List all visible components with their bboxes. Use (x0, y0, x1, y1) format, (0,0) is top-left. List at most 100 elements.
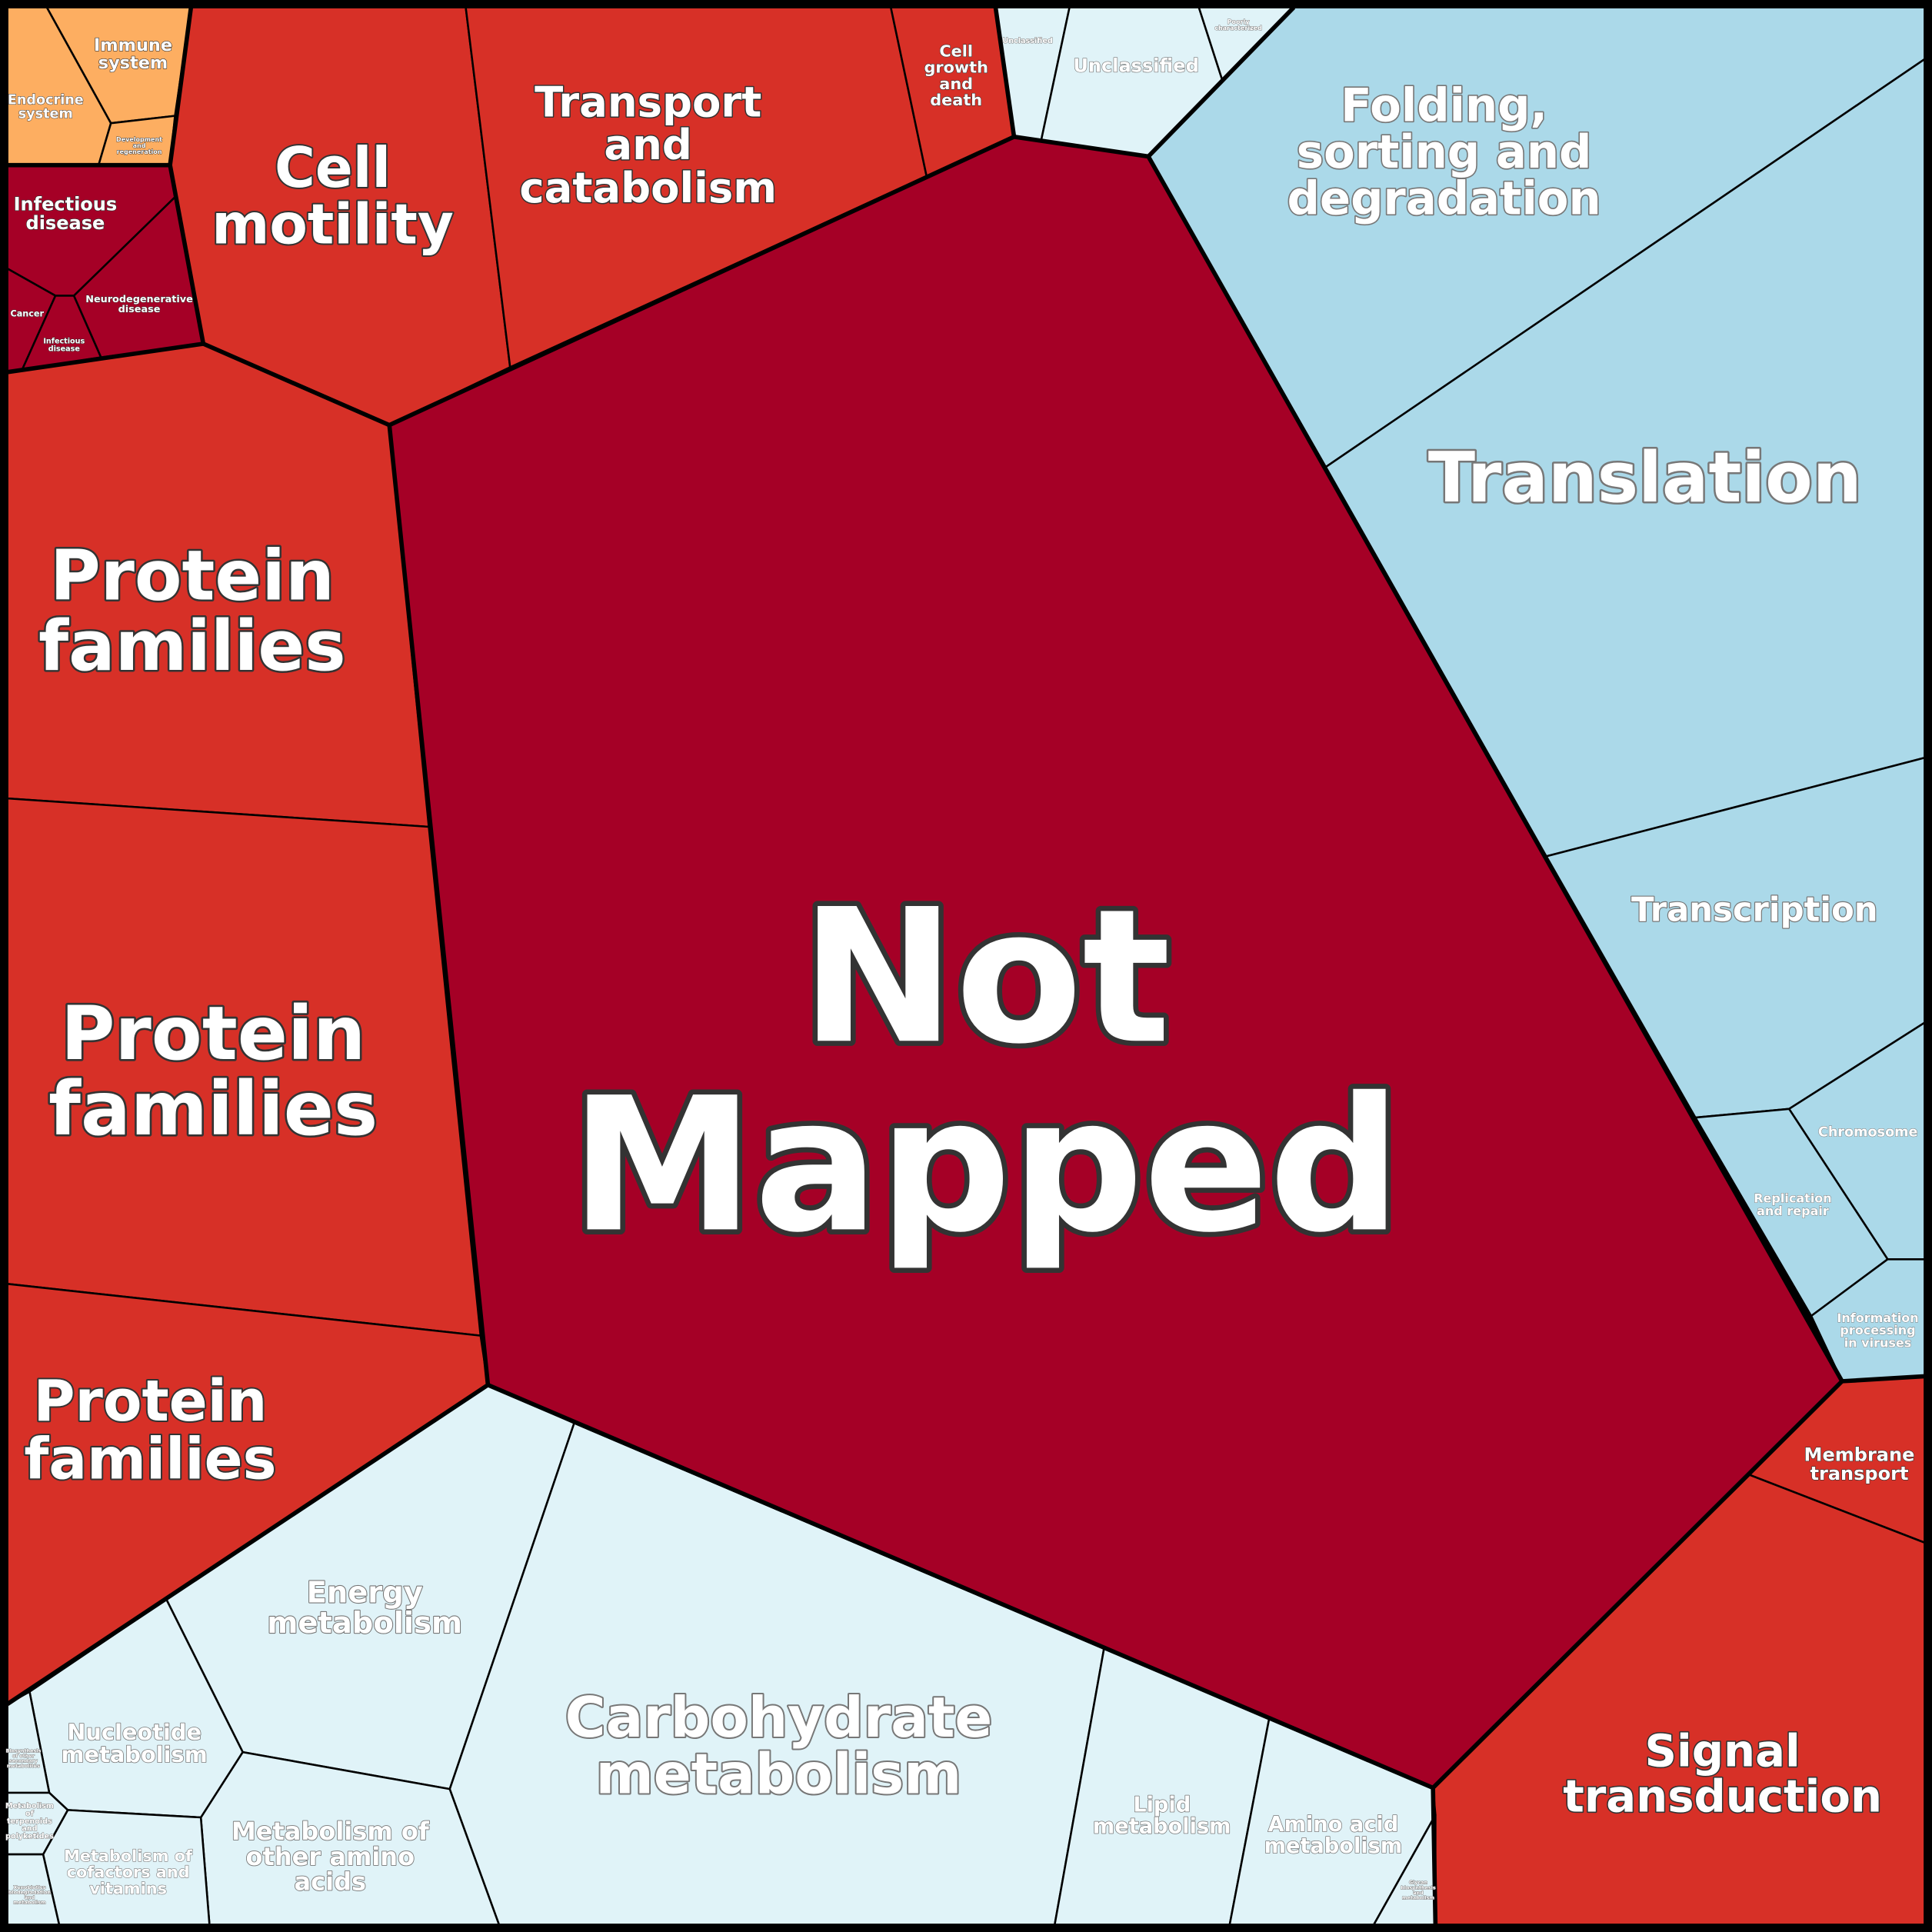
label-line: acids (295, 1867, 367, 1897)
label-line: and (133, 142, 146, 149)
label-line: Nucleotide (67, 1719, 202, 1745)
label-line: Signal (1645, 1724, 1800, 1777)
cell-label: Protein families (48, 991, 378, 1153)
label-line: Mapped (570, 1058, 1401, 1273)
label-line: and (939, 75, 973, 93)
label-line: other amino (246, 1842, 415, 1871)
cell-label: Protein families (24, 1369, 276, 1492)
label-line: Glycan (1409, 1880, 1428, 1886)
label-line: families (24, 1427, 276, 1492)
cell-label: Metabolism of cofactors and vitamins (64, 1847, 193, 1897)
label-line: cofactors and (67, 1863, 190, 1881)
label-line: Membrane (1804, 1444, 1915, 1466)
label-line: Development (116, 135, 162, 142)
cell-label: Biosynthesis of other secondary metabolites (6, 1747, 42, 1769)
cell-label: Neurodegenerative disease (85, 294, 193, 315)
label-line: Metabolism of (232, 1817, 430, 1846)
cell-label: Unclassified (1002, 37, 1052, 45)
label-line: system (18, 106, 73, 122)
label-line: processing (1840, 1323, 1915, 1337)
cell-label: Development and regeneration (116, 135, 162, 155)
cell-label: Metabolism of terpenoids and polyketides (5, 1802, 54, 1840)
cell-label: Poorly characterized (1214, 18, 1262, 31)
label-line: sorting and (1297, 125, 1592, 178)
label-line: Carbohydrate (565, 1686, 993, 1750)
label-line: disease (118, 304, 161, 315)
label-line: secondary (9, 1757, 38, 1764)
label-line: and (1413, 1890, 1424, 1896)
label-line: Replication (1754, 1191, 1832, 1205)
label-line: Unclassified (1073, 55, 1198, 77)
label-line: metabolism (13, 1900, 46, 1906)
group-border (1431, 1787, 1438, 1925)
label-line: Endocrine (8, 92, 84, 108)
label-line: Infectious (43, 338, 85, 346)
label-line: and (25, 1894, 35, 1900)
cell-label: Unclassified (1073, 55, 1198, 77)
label-line: polyketides (5, 1832, 54, 1840)
label-line: biodegradation (8, 1890, 52, 1896)
label-line: Amino acid (1268, 1813, 1399, 1837)
label-line: and (22, 1825, 37, 1834)
cell-label: Membrane transport (1804, 1444, 1915, 1485)
cell-label: Protein families (38, 537, 346, 688)
cell-label: Nucleotide metabolism (62, 1719, 208, 1767)
label-line: motility (212, 192, 454, 257)
label-line: transduction (1563, 1770, 1882, 1822)
label-line: Translation (1428, 438, 1862, 518)
label-line: Metabolism (5, 1802, 54, 1810)
group-border (1841, 1374, 1925, 1384)
label-line: Chromosome (1818, 1124, 1918, 1140)
label-line: families (38, 607, 346, 687)
label-line: catabolism (519, 163, 777, 212)
label-line: Transcription (1631, 891, 1878, 929)
label-line: Protein (34, 1369, 268, 1434)
label-line: Xenobiotics (13, 1884, 45, 1890)
cell-label: Glycan biosynthesis and metabolism (1401, 1880, 1436, 1901)
label-line: Cell (275, 136, 391, 201)
cell-label: Carbohydrate metabolism (565, 1686, 993, 1807)
cell-label: Infectious disease (14, 193, 118, 234)
label-line: families (48, 1067, 378, 1153)
label-line: system (98, 52, 168, 72)
label-line: Metabolism of (64, 1847, 193, 1865)
label-line: metabolism (62, 1741, 208, 1767)
label-line: in viruses (1844, 1335, 1912, 1350)
cell-label: Cancer (10, 309, 44, 319)
label-line: Not (801, 869, 1171, 1084)
label-line: Infectious (14, 193, 118, 215)
label-line: Immune (94, 35, 172, 55)
label-line: metabolism (1402, 1894, 1435, 1900)
group-border (993, 7, 1017, 138)
group-border (202, 341, 391, 428)
label-line: Lipid (1133, 1793, 1191, 1817)
label-line: terpenoids (7, 1817, 52, 1826)
label-line: Protein (50, 537, 335, 617)
label-line: Unclassified (1002, 37, 1052, 45)
cell-label: Chromosome (1818, 1124, 1918, 1140)
label-line: vitamins (89, 1879, 167, 1897)
label-line: of other (12, 1753, 35, 1759)
cell-label: Infectious disease (43, 338, 85, 354)
label-line: disease (26, 212, 105, 234)
cell-label: Replication and repair (1754, 1191, 1832, 1217)
label-line: Folding, (1341, 79, 1547, 132)
label-line: metabolism (1093, 1814, 1231, 1838)
cell-label: Cell growth and death (924, 42, 988, 109)
label-line: of (25, 1810, 35, 1818)
cell-label: Folding, sorting and degradation (1287, 79, 1601, 225)
label-line: Protein (61, 991, 365, 1078)
label-line: metabolism (1264, 1834, 1403, 1857)
label-line: Cell (939, 42, 973, 60)
label-line: Cancer (10, 309, 44, 319)
cell-label: Amino acid metabolism (1264, 1813, 1403, 1858)
cell-label: Translation (1428, 438, 1862, 518)
cell-label: Information processing in viruses (1837, 1310, 1918, 1350)
group-border (6, 1383, 489, 1706)
cell-label: Signal transduction (1563, 1724, 1882, 1822)
cell-label: Immune system (94, 35, 172, 73)
cell-label: Xenobiotics biodegradation and metabolism (8, 1884, 52, 1906)
